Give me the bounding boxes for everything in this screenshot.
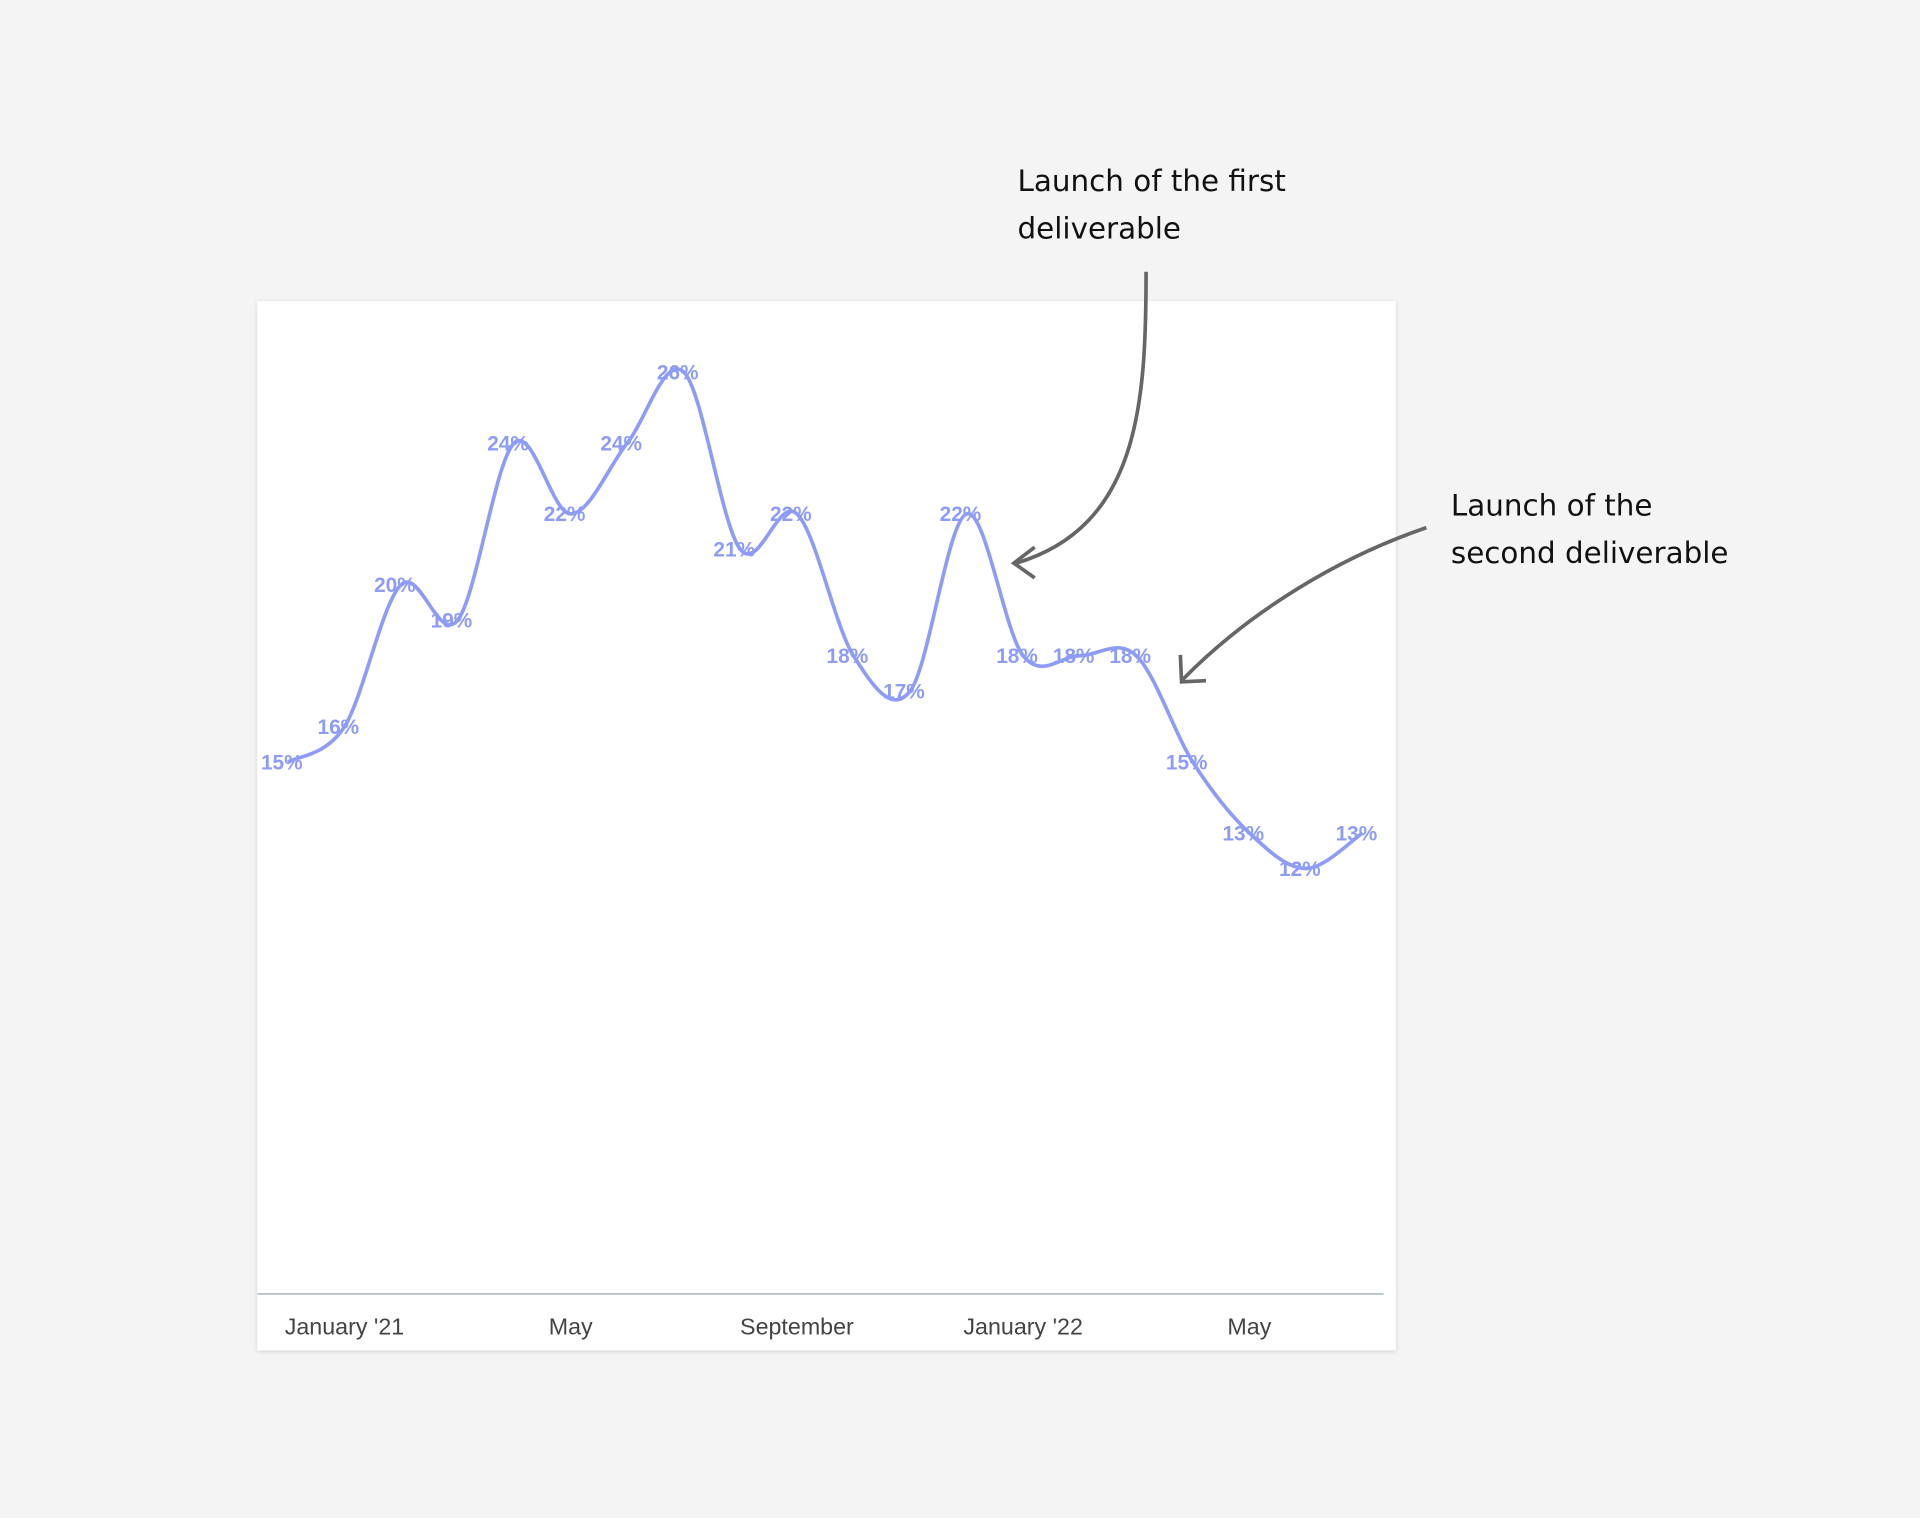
data-label: 18% bbox=[996, 645, 1038, 668]
x-tick-label: January '21 bbox=[285, 1313, 404, 1339]
data-label: 18% bbox=[827, 645, 869, 668]
annotation: deliverable bbox=[1018, 212, 1181, 246]
data-label: 13% bbox=[1336, 822, 1378, 845]
x-tick-label: September bbox=[740, 1313, 854, 1339]
annotation: second deliverable bbox=[1451, 536, 1729, 570]
annotation: Launch of the first bbox=[1018, 164, 1286, 198]
data-label: 18% bbox=[1109, 645, 1151, 668]
x-tick-label: May bbox=[549, 1313, 593, 1339]
data-label: 26% bbox=[657, 361, 699, 384]
annotation-arrow bbox=[1015, 271, 1148, 565]
data-label: 22% bbox=[770, 503, 812, 526]
arrow-head bbox=[1178, 654, 1207, 684]
chart-card bbox=[257, 301, 1396, 1351]
data-label: 19% bbox=[431, 610, 473, 633]
data-label: 15% bbox=[1166, 751, 1208, 774]
annotation-arrow bbox=[1181, 525, 1428, 681]
arrow-head bbox=[1010, 545, 1036, 580]
data-label: 22% bbox=[544, 503, 586, 526]
data-label: 21% bbox=[713, 539, 755, 562]
line bbox=[286, 367, 1364, 871]
data-label: 12% bbox=[1279, 858, 1321, 881]
data-label: 13% bbox=[1222, 822, 1264, 845]
data-label: 24% bbox=[600, 432, 642, 455]
data-label: 24% bbox=[487, 432, 529, 455]
data-label: 16% bbox=[318, 716, 360, 739]
data-label: 18% bbox=[1053, 645, 1095, 668]
data-label: 17% bbox=[883, 681, 925, 704]
x-tick-label: January '22 bbox=[963, 1313, 1082, 1339]
x-tick-label: May bbox=[1227, 1313, 1271, 1339]
data-label: 20% bbox=[374, 574, 416, 597]
data-label: 15% bbox=[261, 751, 303, 774]
annotation: Launch of the bbox=[1451, 488, 1653, 522]
data-label: 22% bbox=[940, 503, 982, 526]
